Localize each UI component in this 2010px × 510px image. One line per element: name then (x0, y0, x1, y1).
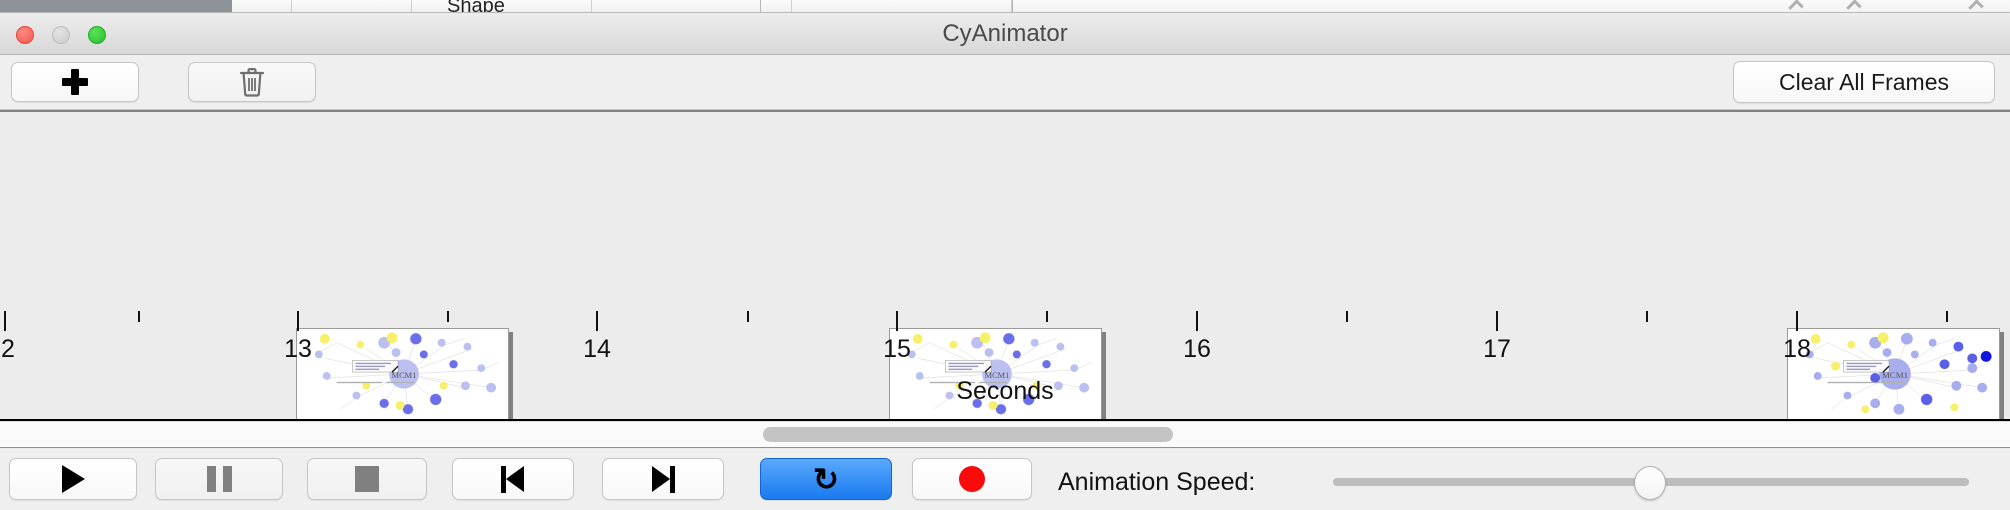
add-frame-button[interactable] (11, 62, 139, 102)
timeline-scrollbar-thumb[interactable] (763, 427, 1173, 442)
network-graph-preview: MCM1 (297, 329, 508, 419)
pause-icon (206, 466, 232, 492)
stop-button[interactable] (307, 458, 427, 500)
axis-tick-label: 15 (883, 335, 911, 363)
axis-tick-minor (138, 311, 140, 322)
axis-tick-minor (1046, 311, 1048, 322)
pause-button[interactable] (155, 458, 283, 500)
svg-text:MCM1: MCM1 (1882, 370, 1908, 380)
close-button[interactable] (16, 26, 34, 44)
delete-frame-button[interactable] (188, 62, 316, 102)
chevron-icon (1788, 0, 1804, 12)
skip-forward-icon (650, 465, 676, 493)
axis-tick-minor (1646, 311, 1648, 322)
background-window-label: Shape (447, 0, 505, 13)
clear-all-frames-label: Clear All Frames (1779, 68, 1949, 95)
axis-tick-label: 18 (1783, 335, 1811, 363)
svg-text:MCM1: MCM1 (392, 371, 417, 380)
chevron-icon (1968, 0, 1984, 12)
axis-tick-major (896, 311, 898, 331)
record-button[interactable] (912, 458, 1032, 500)
axis-tick-minor (447, 311, 449, 322)
axis-tick-minor (1946, 311, 1948, 322)
loop-icon: ↻ (813, 461, 839, 497)
axis-tick-label: 14 (583, 335, 611, 363)
axis-tick-major (4, 311, 6, 331)
frame-thumbnail-2[interactable]: MCM1 (889, 328, 1102, 420)
network-graph-preview: MCM1 (890, 329, 1101, 419)
record-icon (959, 466, 985, 492)
background-window-strip: Shape (0, 0, 2010, 13)
loop-button[interactable]: ↻ (760, 458, 892, 500)
axis-tick-label: 17 (1483, 335, 1511, 363)
axis-tick-label: 16 (1183, 335, 1211, 363)
axis-tick-minor (1346, 311, 1348, 322)
timeline-panel[interactable]: MCM1 (0, 110, 2010, 423)
skip-to-end-button[interactable] (602, 458, 724, 500)
play-icon (61, 465, 85, 493)
background-tick (1012, 0, 1013, 12)
window-title: CyAnimator (942, 20, 1068, 47)
axis-tick-major (1496, 311, 1498, 331)
stop-icon (355, 466, 379, 492)
axis-tick-major (1196, 311, 1198, 331)
frame-thumbnail-3[interactable]: MCM1 (1787, 328, 2000, 420)
clear-all-frames-button[interactable]: Clear All Frames (1733, 61, 1995, 103)
title-bar: CyAnimator (0, 13, 2010, 55)
axis-title: Seconds (956, 377, 1054, 405)
background-window-dark-header (0, 0, 232, 12)
network-graph-preview: MCM1 (1788, 329, 1999, 419)
skip-back-icon (500, 465, 526, 493)
background-window-cell (412, 0, 592, 12)
minimize-button[interactable] (52, 26, 70, 44)
plus-icon (62, 69, 88, 95)
animation-speed-slider-thumb[interactable] (1634, 466, 1666, 500)
background-window-cell (592, 0, 792, 12)
timeline-scrollbar[interactable] (0, 421, 2010, 448)
axis-tick-minor (747, 311, 749, 322)
axis-tick-major (297, 311, 299, 331)
background-tick (760, 0, 761, 12)
background-window-cell (232, 0, 292, 12)
axis-tick-major (1796, 311, 1798, 331)
axis-tick-major (596, 311, 598, 331)
background-window-cell (292, 0, 412, 12)
axis-tick-label: 2 (1, 335, 15, 363)
maximize-button[interactable] (88, 26, 106, 44)
background-window-cell (792, 0, 1012, 12)
chevron-icon (1846, 0, 1862, 12)
svg-text:MCM1: MCM1 (985, 371, 1010, 380)
trash-icon (239, 68, 265, 97)
toolbar: Clear All Frames (0, 55, 2010, 110)
animation-speed-label: Animation Speed: (1058, 468, 1256, 496)
axis-tick-label: 13 (284, 335, 312, 363)
skip-to-start-button[interactable] (452, 458, 574, 500)
play-button[interactable] (9, 458, 137, 500)
frame-thumbnail-1[interactable]: MCM1 (296, 328, 509, 420)
